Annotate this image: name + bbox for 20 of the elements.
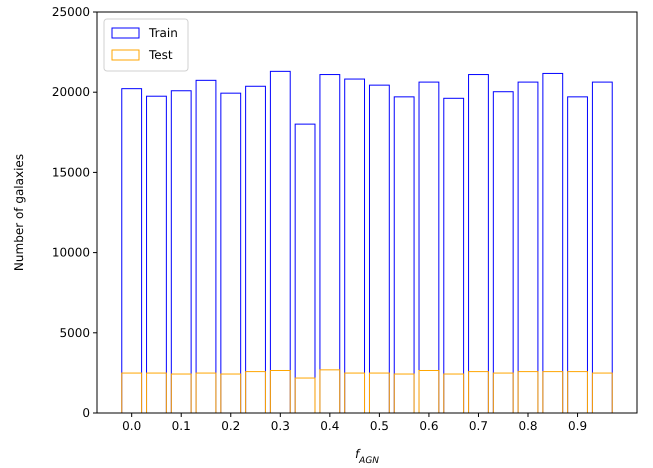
y-axis-title: Number of galaxies [12,154,26,272]
legend-label: Train [148,26,178,40]
x-tick-label: 0.4 [320,419,340,433]
x-tick-label: 0.0 [122,419,142,433]
y-tick-label: 0 [82,406,90,420]
x-tick-label: 0.7 [468,419,488,433]
y-tick-label: 5000 [59,326,90,340]
x-tick-label: 0.5 [370,419,389,433]
y-tick-label: 20000 [52,85,90,100]
x-tick-label: 0.3 [270,419,290,433]
x-tick-label: 0.6 [419,419,438,433]
y-tick-label: 15000 [52,165,90,180]
y-tick-label: 10000 [52,246,90,260]
x-tick-label: 0.8 [518,419,538,433]
x-tick-label: 0.1 [172,419,191,433]
y-tick-label: 25000 [52,5,90,19]
x-axis-title: f$_{AGN}$ [354,447,380,466]
x-tick-label: 0.2 [221,419,240,433]
x-tick-label: 0.9 [568,419,588,433]
legend-label: Test [148,48,173,62]
